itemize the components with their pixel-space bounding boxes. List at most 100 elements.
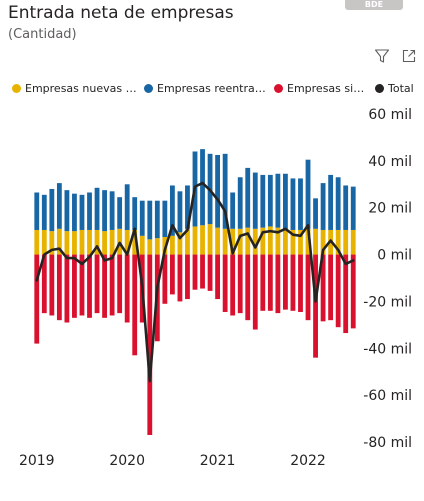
bar-empresas-nuevas-2021-09[interactable] xyxy=(275,227,281,255)
bar-empresas-reentrantes-2021-11[interactable] xyxy=(290,178,296,230)
bar-empresas-sin-reentrada-2020-07[interactable] xyxy=(169,254,175,295)
bar-empresas-reentrantes-2019-03[interactable] xyxy=(49,188,55,232)
bar-empresas-reentrantes-2022-01[interactable] xyxy=(305,159,311,229)
bar-empresas-reentrantes-2020-08[interactable] xyxy=(177,191,183,233)
bar-empresas-reentrantes-2020-11[interactable] xyxy=(200,149,205,226)
bar-empresas-sin-reentrada-2022-02[interactable] xyxy=(313,254,318,358)
bar-empresas-nuevas-2020-07[interactable] xyxy=(169,235,175,255)
bar-empresas-nuevas-2019-07[interactable] xyxy=(79,229,85,255)
bar-empresas-sin-reentrada-2022-03[interactable] xyxy=(320,254,326,322)
bar-empresas-sin-reentrada-2020-04[interactable] xyxy=(147,254,153,435)
bar-empresas-nuevas-2021-11[interactable] xyxy=(290,229,296,255)
point-total-2022-06[interactable] xyxy=(343,261,348,266)
bar-empresas-reentrantes-2021-10[interactable] xyxy=(283,173,288,229)
bar-empresas-nuevas-2019-08[interactable] xyxy=(87,229,92,255)
bar-empresas-sin-reentrada-2019-11[interactable] xyxy=(109,254,115,316)
bar-empresas-nuevas-2019-06[interactable] xyxy=(72,231,77,255)
bar-empresas-nuevas-2020-11[interactable] xyxy=(200,225,205,255)
bar-empresas-sin-reentrada-2019-09[interactable] xyxy=(94,254,100,314)
point-total-2022-05[interactable] xyxy=(336,247,341,252)
bar-empresas-nuevas-2022-06[interactable] xyxy=(343,229,349,255)
bar-empresas-sin-reentrada-2021-04[interactable] xyxy=(237,254,243,314)
point-total-2020-01[interactable] xyxy=(125,252,130,257)
bar-empresas-sin-reentrada-2021-12[interactable] xyxy=(298,254,303,312)
bar-empresas-nuevas-2019-04[interactable] xyxy=(56,228,62,255)
bar-empresas-sin-reentrada-2021-09[interactable] xyxy=(275,254,281,314)
bar-empresas-reentrantes-2020-02[interactable] xyxy=(132,197,138,230)
bar-empresas-reentrantes-2020-05[interactable] xyxy=(154,200,160,239)
bar-empresas-reentrantes-2021-03[interactable] xyxy=(230,192,236,229)
bar-empresas-nuevas-2020-03[interactable] xyxy=(139,235,145,255)
bar-empresas-sin-reentrada-2021-06[interactable] xyxy=(252,254,258,330)
bar-empresas-reentrantes-2021-12[interactable] xyxy=(298,178,303,230)
point-total-2019-10[interactable] xyxy=(102,258,107,263)
bar-empresas-nuevas-2019-11[interactable] xyxy=(109,229,115,255)
bar-empresas-sin-reentrada-2019-01[interactable] xyxy=(34,254,40,344)
point-total-2019-04[interactable] xyxy=(57,246,62,251)
bar-empresas-nuevas-2022-02[interactable] xyxy=(313,228,318,255)
bar-empresas-reentrantes-2021-07[interactable] xyxy=(260,174,266,228)
bar-empresas-sin-reentrada-2020-01[interactable] xyxy=(124,254,130,323)
point-total-2021-11[interactable] xyxy=(290,232,295,237)
bar-empresas-nuevas-2019-01[interactable] xyxy=(34,229,40,255)
bar-empresas-reentrantes-2020-07[interactable] xyxy=(169,185,175,236)
bar-empresas-reentrantes-2022-04[interactable] xyxy=(328,174,334,230)
point-total-2019-03[interactable] xyxy=(49,247,54,252)
point-total-2019-06[interactable] xyxy=(72,256,77,261)
bar-empresas-sin-reentrada-2022-05[interactable] xyxy=(335,254,341,328)
point-total-2021-09[interactable] xyxy=(275,230,280,235)
bar-empresas-nuevas-2021-07[interactable] xyxy=(260,227,266,255)
point-total-2020-05[interactable] xyxy=(155,285,160,290)
bar-empresas-nuevas-2022-03[interactable] xyxy=(320,229,326,255)
bar-empresas-reentrantes-2021-06[interactable] xyxy=(252,172,258,229)
bar-empresas-reentrantes-2019-05[interactable] xyxy=(64,190,70,232)
bar-empresas-sin-reentrada-2020-02[interactable] xyxy=(132,254,138,356)
point-total-2020-07[interactable] xyxy=(170,223,175,228)
bar-empresas-nuevas-2020-08[interactable] xyxy=(177,232,183,255)
point-total-2021-05[interactable] xyxy=(245,231,250,236)
point-total-2021-04[interactable] xyxy=(238,233,243,238)
bar-empresas-reentrantes-2019-09[interactable] xyxy=(94,187,100,230)
bar-empresas-reentrantes-2019-07[interactable] xyxy=(79,194,85,230)
bar-empresas-nuevas-2019-03[interactable] xyxy=(49,231,55,255)
bar-empresas-reentrantes-2019-04[interactable] xyxy=(56,183,62,229)
bar-empresas-sin-reentrada-2020-10[interactable] xyxy=(192,254,198,290)
point-total-2021-07[interactable] xyxy=(260,230,265,235)
bar-empresas-reentrantes-2021-08[interactable] xyxy=(267,174,273,227)
legend-item-empresas-nuevas[interactable]: Empresas nuevas (+) xyxy=(12,80,137,96)
bar-empresas-sin-reentrada-2020-06[interactable] xyxy=(162,254,168,304)
point-total-2019-07[interactable] xyxy=(79,261,84,266)
bar-empresas-sin-reentrada-2021-11[interactable] xyxy=(290,254,296,311)
bar-empresas-reentrantes-2020-03[interactable] xyxy=(139,200,145,236)
bar-empresas-sin-reentrada-2020-08[interactable] xyxy=(177,254,183,302)
bar-empresas-sin-reentrada-2021-03[interactable] xyxy=(230,254,236,316)
bar-empresas-nuevas-2020-12[interactable] xyxy=(207,224,213,255)
bar-empresas-sin-reentrada-2021-08[interactable] xyxy=(267,254,273,311)
bar-empresas-sin-reentrada-2021-10[interactable] xyxy=(283,254,288,310)
bar-empresas-nuevas-2019-05[interactable] xyxy=(64,231,70,255)
series-line-total[interactable] xyxy=(35,181,355,383)
bar-empresas-sin-reentrada-2020-09[interactable] xyxy=(185,254,190,300)
bar-empresas-nuevas-2021-08[interactable] xyxy=(267,226,273,255)
bar-empresas-sin-reentrada-2019-10[interactable] xyxy=(102,254,107,318)
bar-empresas-reentrantes-2019-10[interactable] xyxy=(102,190,107,232)
bar-empresas-nuevas-2020-05[interactable] xyxy=(154,238,160,255)
bar-empresas-nuevas-2021-04[interactable] xyxy=(237,228,243,255)
filter-icon[interactable] xyxy=(374,48,390,64)
point-total-2019-08[interactable] xyxy=(87,254,92,259)
bar-empresas-sin-reentrada-2019-07[interactable] xyxy=(79,254,85,316)
bar-empresas-nuevas-2021-03[interactable] xyxy=(230,228,236,255)
bar-empresas-reentrantes-2021-04[interactable] xyxy=(237,177,243,229)
point-total-2020-09[interactable] xyxy=(185,227,190,232)
bar-empresas-reentrantes-2019-01[interactable] xyxy=(34,192,40,230)
bar-empresas-sin-reentrada-2019-05[interactable] xyxy=(64,254,70,323)
bar-empresas-sin-reentrada-2019-08[interactable] xyxy=(87,254,92,318)
bar-empresas-sin-reentrada-2019-06[interactable] xyxy=(72,254,77,318)
bar-empresas-reentrantes-2020-09[interactable] xyxy=(185,185,190,229)
point-total-2020-11[interactable] xyxy=(200,181,205,186)
bar-empresas-sin-reentrada-2020-11[interactable] xyxy=(200,254,205,289)
point-total-2022-04[interactable] xyxy=(328,238,333,243)
bar-empresas-sin-reentrada-2020-12[interactable] xyxy=(207,254,213,291)
point-total-2020-03[interactable] xyxy=(140,284,145,289)
bar-empresas-nuevas-2021-06[interactable] xyxy=(252,228,258,255)
